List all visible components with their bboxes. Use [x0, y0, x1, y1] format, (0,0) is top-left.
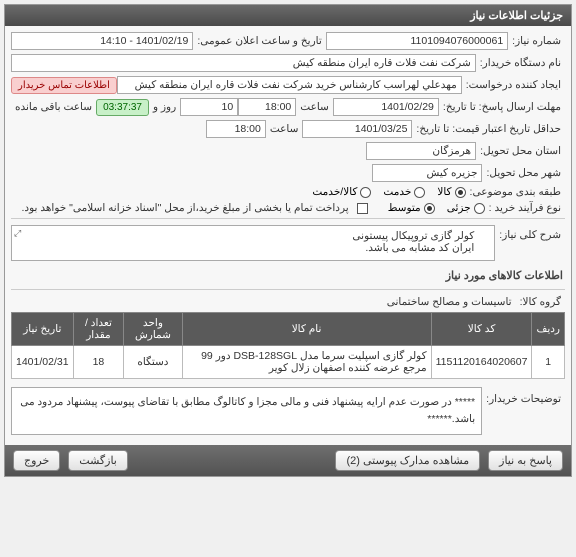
group-value: تاسیسات و مصالح ساختمانی [383, 296, 516, 308]
table-header-row: ردیف کد کالا نام کالا واحد شمارش تعداد /… [12, 313, 565, 346]
panel-body: شماره نیاز: 1101094076000061 تاریخ و ساع… [5, 26, 571, 445]
deadline-remaining: 03:37:37 [96, 99, 149, 116]
city-value: جزیره کیش [372, 164, 482, 182]
summary-label: شرح کلی نیاز: [495, 225, 565, 241]
province-label: استان محل تحویل: [476, 145, 565, 157]
buyer-label: نام دستگاه خریدار: [476, 57, 565, 69]
td-date: 1401/02/31 [12, 346, 74, 379]
footer-bar: پاسخ به نیاز مشاهده مدارک پیوستی (2) باز… [5, 445, 571, 476]
classification-option-2-label: کالا/خدمت [312, 186, 357, 198]
th-qty: تعداد / مقدار [73, 313, 124, 346]
checkbox-icon [357, 203, 368, 214]
contact-badge[interactable]: اطلاعات تماس خریدار [11, 77, 117, 94]
purchase-type-group: جزئی متوسط [388, 202, 485, 214]
need-details-panel: جزئیات اطلاعات نیاز شماره نیاز: 11010940… [4, 4, 572, 477]
treasury-note: پرداخت تمام یا بخشی از مبلغ خرید،از محل … [18, 202, 353, 214]
purchase-type-label: نوع فرآیند خرید : [485, 202, 565, 214]
th-name: نام کالا [182, 313, 431, 346]
requester-label: ایجاد کننده درخواست: [462, 79, 565, 91]
announce-value: 1401/02/19 - 14:10 [11, 32, 193, 50]
td-unit: دستگاه [124, 346, 182, 379]
classification-group: کالا خدمت کالا/خدمت [312, 186, 465, 198]
th-index: ردیف [532, 313, 565, 346]
radio-icon [360, 187, 371, 198]
classification-label: طبقه بندی موضوعی: [466, 186, 565, 198]
purchase-type-option-1[interactable]: متوسط [388, 202, 435, 214]
panel-title: جزئیات اطلاعات نیاز [5, 5, 571, 26]
radio-icon [424, 203, 435, 214]
attachments-button[interactable]: مشاهده مدارک پیوستی (2) [335, 450, 480, 471]
summary-text-content: کولر گازی تروپیکال پیستونی ایران کد مشاب… [352, 230, 474, 254]
validity-time-label: ساعت [266, 123, 303, 135]
purchase-type-option-1-label: متوسط [388, 202, 421, 214]
validity-time: 18:00 [206, 120, 266, 138]
radio-icon [414, 187, 425, 198]
buyer-notes-label: توضیحات خریدار: [482, 387, 565, 405]
classification-option-1-label: خدمت [383, 186, 411, 198]
deadline-time: 18:00 [238, 98, 296, 116]
validity-date: 1401/03/25 [302, 120, 412, 138]
announce-label: تاریخ و ساعت اعلان عمومی: [193, 35, 325, 47]
deadline-date: 1401/02/29 [333, 98, 439, 116]
td-name: کولر گازی اسپلیت سرما مدل DSB-128SGL دور… [182, 346, 431, 379]
city-label: شهر محل تحویل: [482, 167, 565, 179]
radio-icon [474, 203, 485, 214]
purchase-type-option-0[interactable]: جزئی [447, 202, 485, 214]
deadline-label: مهلت ارسال پاسخ: تا تاریخ: [439, 101, 565, 113]
classification-option-1[interactable]: خدمت [383, 186, 425, 198]
th-code: کد کالا [431, 313, 532, 346]
buyer-notes-text: ***** در صورت عدم ارایه پیشنهاد فنی و ما… [11, 387, 482, 435]
need-number-label: شماره نیاز: [508, 35, 565, 47]
buyer-value: شرکت نفت فلات قاره ایران منطقه کیش [11, 54, 476, 72]
items-table: ردیف کد کالا نام کالا واحد شمارش تعداد /… [11, 312, 565, 379]
province-value: هرمزگان [366, 142, 476, 160]
th-unit: واحد شمارش [124, 313, 182, 346]
table-row: 1 1151120164020607 کولر گازی اسپلیت سرما… [12, 346, 565, 379]
deadline-days-label: روز و [149, 101, 180, 113]
purchase-type-option-0-label: جزئی [447, 202, 471, 214]
deadline-days: 10 [180, 98, 238, 116]
th-date: تاریخ نیاز [12, 313, 74, 346]
summary-text: ⤢ کولر گازی تروپیکال پیستونی ایران کد مش… [11, 225, 495, 261]
need-number-value: 1101094076000061 [326, 32, 508, 50]
validity-label: حداقل تاریخ اعتبار قیمت: تا تاریخ: [412, 123, 565, 135]
back-button[interactable]: بازگشت [68, 450, 128, 471]
exit-button[interactable]: خروج [13, 450, 60, 471]
radio-icon [455, 187, 466, 198]
treasury-checkbox-row[interactable]: پرداخت تمام یا بخشی از مبلغ خرید،از محل … [18, 202, 368, 214]
deadline-time-label: ساعت [296, 101, 333, 113]
deadline-remain-label: ساعت باقی مانده [11, 101, 96, 113]
td-qty: 18 [73, 346, 124, 379]
requester-value: مهدعلي لهراسب کارشناس خرید شرکت نفت فلات… [117, 76, 462, 94]
td-code: 1151120164020607 [431, 346, 532, 379]
classification-option-0[interactable]: کالا [437, 186, 465, 198]
classification-option-2[interactable]: کالا/خدمت [312, 186, 371, 198]
items-section-title: اطلاعات کالاهای مورد نیاز [11, 265, 565, 286]
classification-option-0-label: کالا [437, 186, 451, 198]
expand-icon[interactable]: ⤢ [14, 228, 21, 239]
td-index: 1 [532, 346, 565, 379]
group-label: گروه کالا: [516, 296, 565, 308]
reply-button[interactable]: پاسخ به نیاز [488, 450, 563, 471]
